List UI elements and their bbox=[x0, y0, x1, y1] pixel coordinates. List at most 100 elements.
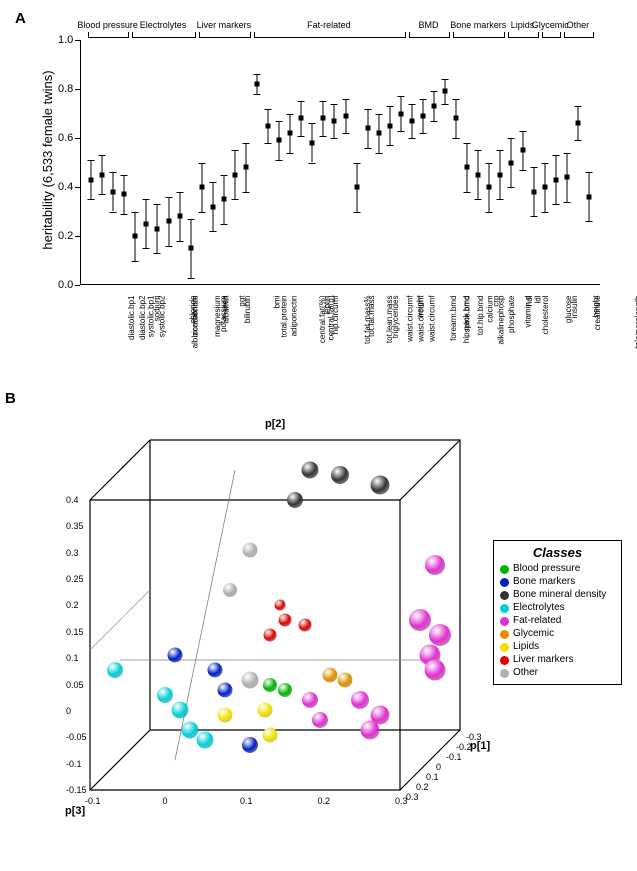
legend-swatch bbox=[500, 643, 509, 652]
data-point bbox=[420, 113, 425, 118]
error-cap bbox=[242, 192, 249, 193]
legend-item: Liver markers bbox=[500, 654, 615, 666]
data-point bbox=[476, 172, 481, 177]
x-axis-line bbox=[80, 284, 600, 285]
error-cap bbox=[132, 212, 139, 213]
error-cap bbox=[143, 199, 150, 200]
data-point bbox=[487, 185, 492, 190]
data-point bbox=[454, 116, 459, 121]
scatter-point bbox=[302, 462, 319, 479]
axis-x-label: p[1] bbox=[470, 740, 490, 752]
error-cap bbox=[486, 163, 493, 164]
x-tick-label: crp bbox=[492, 296, 501, 307]
group-label: Fat-related bbox=[307, 20, 351, 30]
x-tick-3d: -0.1 bbox=[446, 752, 462, 762]
scatter-point bbox=[243, 543, 258, 558]
legend-item: Fat-related bbox=[500, 615, 615, 627]
axis-z-label: p[3] bbox=[65, 805, 85, 817]
error-cap bbox=[187, 219, 194, 220]
data-point bbox=[520, 148, 525, 153]
error-cap bbox=[442, 104, 449, 105]
x-tick-3d: 0.2 bbox=[416, 782, 429, 792]
legend-swatch bbox=[500, 669, 509, 678]
error-cap bbox=[298, 136, 305, 137]
scatter-point bbox=[351, 691, 369, 709]
data-point bbox=[133, 234, 138, 239]
x-tick-label: diastolic.bp1 bbox=[127, 296, 136, 340]
legend-swatch bbox=[500, 565, 509, 574]
scatter-point bbox=[263, 728, 278, 743]
data-point bbox=[531, 189, 536, 194]
group-bracket bbox=[564, 32, 594, 38]
group-label: Blood pressure bbox=[77, 20, 138, 30]
chart-a-plot bbox=[80, 40, 600, 285]
y-tick-3d: 0.1 bbox=[66, 653, 79, 663]
data-point bbox=[100, 172, 105, 177]
data-point bbox=[465, 165, 470, 170]
scatter-point bbox=[107, 662, 123, 678]
error-cap bbox=[397, 131, 404, 132]
data-point bbox=[321, 116, 326, 121]
error-cap bbox=[287, 114, 294, 115]
error-cap bbox=[242, 143, 249, 144]
legend: Classes Blood pressureBone markersBone m… bbox=[493, 540, 622, 685]
scatter-point bbox=[242, 737, 258, 753]
x-tick-label: ldl bbox=[533, 296, 542, 304]
scatter-point bbox=[223, 583, 237, 597]
data-point bbox=[553, 177, 558, 182]
legend-text: Bone markers bbox=[513, 576, 575, 588]
legend-swatch bbox=[500, 591, 509, 600]
error-cap bbox=[176, 192, 183, 193]
legend-text: Blood pressure bbox=[513, 563, 580, 575]
error-cap bbox=[187, 278, 194, 279]
legend-text: Liver markers bbox=[513, 654, 574, 666]
y-tick-label: 0.4 bbox=[58, 181, 92, 193]
scatter-point bbox=[302, 692, 318, 708]
y-axis-title: heritability (6,533 female twins) bbox=[40, 70, 55, 249]
error-cap bbox=[585, 221, 592, 222]
legend-item: Bone markers bbox=[500, 576, 615, 588]
legend-title: Classes bbox=[500, 545, 615, 560]
data-point bbox=[376, 131, 381, 136]
error-cap bbox=[220, 224, 227, 225]
data-point bbox=[199, 185, 204, 190]
scatter-point bbox=[182, 722, 199, 739]
legend-text: Other bbox=[513, 667, 538, 679]
error-cap bbox=[143, 248, 150, 249]
error-cap bbox=[198, 163, 205, 164]
error-cap bbox=[309, 163, 316, 164]
x-tick-label: forearm.bmd bbox=[449, 296, 458, 341]
scatter-point bbox=[279, 614, 292, 627]
error-cap bbox=[574, 106, 581, 107]
data-point bbox=[122, 192, 127, 197]
error-cap bbox=[408, 138, 415, 139]
legend-swatch bbox=[500, 604, 509, 613]
scatter-point bbox=[287, 492, 303, 508]
error-cap bbox=[176, 241, 183, 242]
scatter-point bbox=[361, 721, 380, 740]
data-point bbox=[586, 194, 591, 199]
error-cap bbox=[453, 138, 460, 139]
legend-text: Fat-related bbox=[513, 615, 561, 627]
legend-item: Lipids bbox=[500, 641, 615, 653]
error-cap bbox=[254, 74, 261, 75]
error-cap bbox=[419, 133, 426, 134]
x-tick-label: tot.fat.mass bbox=[367, 296, 376, 337]
error-cap bbox=[574, 140, 581, 141]
group-bracket bbox=[254, 32, 406, 38]
data-point bbox=[509, 160, 514, 165]
legend-swatch bbox=[500, 578, 509, 587]
scatter-point bbox=[172, 702, 189, 719]
x-tick-label: telomerelength bbox=[633, 296, 637, 349]
error-cap bbox=[519, 170, 526, 171]
scatter-point bbox=[197, 732, 214, 749]
x-tick-label: height bbox=[591, 296, 600, 318]
scatter-point bbox=[168, 648, 183, 663]
group-bracket bbox=[453, 32, 505, 38]
scatter-point bbox=[425, 555, 445, 575]
group-label: Other bbox=[567, 20, 590, 30]
x-tick-label: cholesterol bbox=[542, 296, 551, 335]
data-point bbox=[232, 172, 237, 177]
error-cap bbox=[464, 192, 471, 193]
error-cap bbox=[563, 202, 570, 203]
